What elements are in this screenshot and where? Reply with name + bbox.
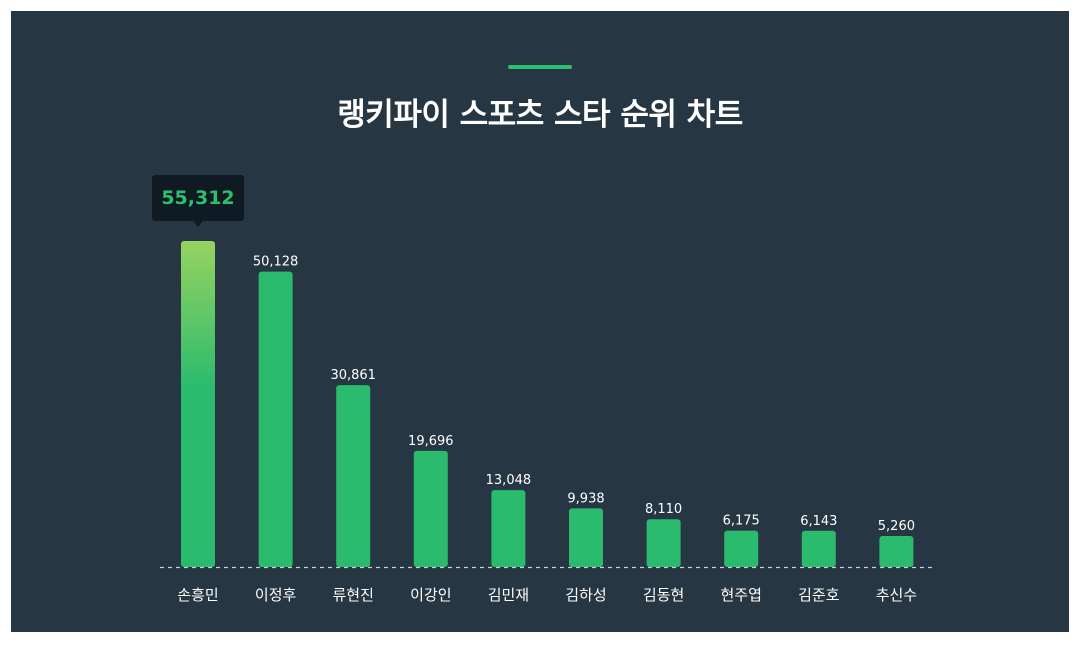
category-label: 류현진 bbox=[332, 586, 373, 604]
bar-이정후[interactable] bbox=[258, 271, 293, 567]
category-label: 김민재 bbox=[488, 586, 529, 604]
bar-value-label: 6,143 bbox=[800, 514, 837, 529]
bar-류현진[interactable] bbox=[336, 385, 371, 567]
bar-value-label: 5,260 bbox=[878, 519, 915, 534]
bar-손흥민[interactable] bbox=[181, 241, 215, 567]
value-tooltip: 55,312 bbox=[152, 175, 244, 227]
bar-value-label: 30,861 bbox=[330, 368, 376, 383]
labels-layer: 손흥민 이정후 50,128 류현진 30,861 이강인 19,696 김민재 13,048 김… bbox=[177, 255, 917, 604]
tooltip-value: 55,312 bbox=[161, 187, 234, 209]
bar-김민재[interactable] bbox=[491, 490, 526, 567]
category-label: 손흥민 bbox=[177, 586, 218, 604]
tooltip-box bbox=[152, 175, 244, 221]
category-label: 김준호 bbox=[798, 586, 840, 604]
title-accent-line bbox=[508, 65, 572, 69]
category-label: 김하성 bbox=[565, 586, 606, 604]
chart-title: 랭키파이 스포츠 스타 순위 차트 bbox=[337, 97, 743, 133]
bar-value-label: 50,128 bbox=[253, 255, 299, 270]
bar-추신수[interactable] bbox=[879, 536, 914, 567]
tooltip-pointer bbox=[193, 221, 203, 227]
bars-layer bbox=[181, 241, 914, 567]
bar-value-label: 19,696 bbox=[408, 434, 454, 449]
bar-김하성[interactable] bbox=[569, 508, 603, 567]
category-label: 이강인 bbox=[410, 586, 451, 604]
bar-value-label: 13,048 bbox=[486, 473, 532, 488]
bar-이강인[interactable] bbox=[413, 450, 448, 567]
bar-value-label: 8,110 bbox=[645, 502, 682, 517]
bar-value-label: 9,938 bbox=[567, 491, 604, 506]
category-label: 김동현 bbox=[643, 586, 684, 604]
bar-현주엽[interactable] bbox=[724, 530, 759, 567]
bar-김준호[interactable] bbox=[801, 530, 836, 567]
category-label: 현주엽 bbox=[720, 586, 761, 604]
bar-value-label: 6,175 bbox=[723, 514, 760, 529]
category-label: 추신수 bbox=[876, 586, 917, 604]
category-label: 이정후 bbox=[255, 586, 297, 604]
bar-김동현[interactable] bbox=[646, 519, 681, 567]
